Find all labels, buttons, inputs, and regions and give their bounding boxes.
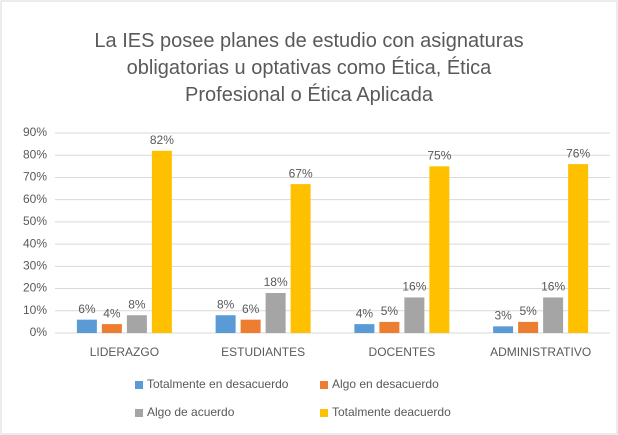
value-label: 4% — [103, 306, 121, 320]
value-label: 75% — [427, 149, 451, 163]
y-tick-label: 60% — [23, 192, 47, 206]
value-label: 76% — [566, 146, 590, 160]
bar — [265, 293, 286, 333]
y-tick-label: 80% — [23, 147, 47, 161]
value-label: 67% — [289, 166, 313, 180]
bar — [493, 326, 514, 333]
value-label: 5% — [519, 304, 537, 318]
bar — [354, 324, 375, 333]
legend-label: Algo de acuerdo — [147, 405, 235, 419]
value-label: 16% — [541, 280, 565, 294]
x-tick-label: ESTUDIANTES — [221, 345, 305, 359]
x-tick-label: DOCENTES — [369, 345, 436, 359]
bar — [215, 315, 236, 333]
value-label: 18% — [264, 275, 288, 289]
y-tick-label: 70% — [23, 170, 47, 184]
y-tick-label: 20% — [23, 281, 47, 295]
bar — [151, 150, 172, 333]
bar — [240, 319, 261, 333]
value-label: 6% — [242, 302, 260, 316]
legend-swatch — [320, 409, 328, 417]
bar — [429, 166, 450, 333]
bar — [101, 324, 122, 333]
x-tick-label: LIDERAZGO — [90, 345, 159, 359]
value-label: 8% — [217, 297, 235, 311]
y-tick-label: 50% — [23, 214, 47, 228]
bar — [290, 184, 311, 333]
value-label: 4% — [356, 306, 374, 320]
y-tick-label: 90% — [23, 125, 47, 139]
value-label: 82% — [150, 133, 174, 147]
value-label: 3% — [494, 309, 512, 323]
bar — [543, 297, 564, 333]
value-label: 16% — [402, 280, 426, 294]
chart-title: La IES posee planes de estudio con asign… — [94, 30, 524, 106]
legend-label: Totalmente deacuerdo — [332, 405, 451, 419]
y-tick-label: 0% — [30, 325, 48, 339]
legend-label: Algo en desacuerdo — [332, 377, 439, 391]
bar — [126, 315, 147, 333]
bar — [76, 319, 97, 333]
legend-swatch — [320, 381, 328, 389]
bar — [568, 164, 589, 333]
y-tick-label: 30% — [23, 259, 47, 273]
legend-swatch — [135, 381, 143, 389]
bar — [379, 321, 400, 333]
value-label: 8% — [128, 297, 146, 311]
y-tick-label: 40% — [23, 236, 47, 250]
value-label: 5% — [381, 304, 399, 318]
x-tick-label: ADMINISTRATIVO — [490, 345, 591, 359]
legend-swatch — [135, 409, 143, 417]
bar — [404, 297, 425, 333]
bar — [518, 321, 539, 333]
legend-label: Totalmente en desacuerdo — [147, 377, 289, 391]
y-tick-label: 10% — [23, 303, 47, 317]
value-label: 6% — [78, 302, 96, 316]
